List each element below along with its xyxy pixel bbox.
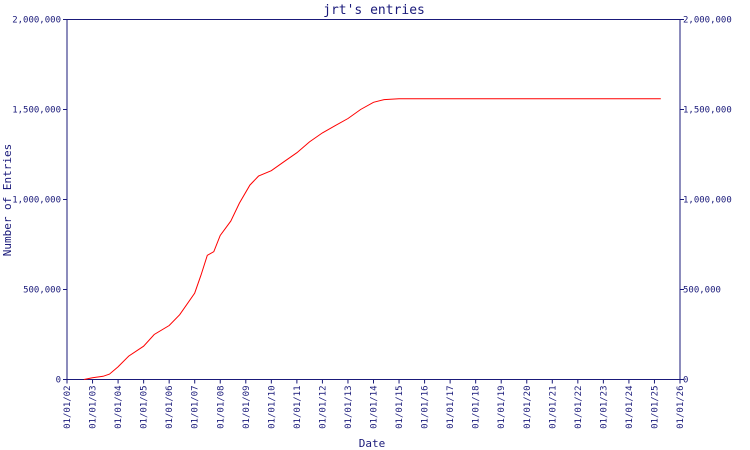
plot-area-frame [66, 19, 681, 380]
y-tick-label-right: 0 [683, 376, 688, 386]
x-tick-label: 01/01/23 [599, 386, 609, 429]
x-tick-label: 01/01/04 [114, 386, 124, 429]
x-tick-label: 01/01/17 [446, 386, 456, 429]
y-tick-label: 0 [56, 376, 61, 386]
x-tick-label: 01/01/10 [267, 386, 277, 429]
y-tick-label: 1,000,000 [12, 196, 61, 206]
x-tick-label: 01/01/03 [89, 386, 99, 429]
x-tick-label: 01/01/08 [216, 386, 226, 429]
y-tick-label-right: 500,000 [683, 286, 721, 296]
y-tick-label: 2,000,000 [12, 16, 61, 26]
x-tick-label: 01/01/13 [344, 386, 354, 429]
x-tick-label: 01/01/25 [650, 386, 660, 429]
x-tick-label: 01/01/14 [370, 386, 380, 429]
y-tick-label: 500,000 [23, 286, 61, 296]
x-tick-label: 01/01/15 [395, 386, 405, 429]
x-tick-label: 01/01/11 [293, 386, 303, 429]
x-tick-label: 01/01/26 [676, 386, 686, 429]
x-axis: 01/01/02 01/01/03 01/01/04 01/01/05 01/01/06… [63, 379, 686, 429]
y-tick-label-right: 1,500,000 [683, 106, 732, 116]
series-line [83, 98, 661, 380]
x-tick-label: 01/01/07 [191, 386, 201, 429]
x-tick-label: 01/01/09 [242, 386, 252, 429]
y-axis-right: 0 500,000 1,000,000 1,500,000 2,000,000 [680, 16, 732, 386]
y-tick-label: 1,500,000 [12, 106, 61, 116]
x-tick-label: 01/01/22 [574, 386, 584, 429]
x-tick-label: 01/01/24 [625, 386, 635, 429]
x-tick-label: 01/01/05 [140, 386, 150, 429]
x-tick-label: 01/01/20 [523, 386, 533, 429]
x-axis-label: Date [359, 437, 386, 450]
x-tick-label: 01/01/16 [421, 386, 431, 429]
y-tick-label-right: 2,000,000 [683, 16, 732, 26]
x-tick-label: 01/01/19 [497, 386, 507, 429]
x-tick-label: 01/01/12 [318, 386, 328, 429]
y-axis-left: 0 500,000 1,000,000 1,500,000 2,000,000 [12, 16, 67, 386]
x-tick-label: 01/01/21 [548, 386, 558, 429]
y-axis-label: Number of Entries [1, 144, 14, 257]
x-tick-label: 01/01/06 [165, 386, 175, 429]
y-tick-label-right: 1,000,000 [683, 196, 732, 206]
chart-title: jrt's entries [323, 3, 425, 18]
x-tick-label: 01/01/02 [63, 386, 73, 429]
x-tick-label: 01/01/18 [472, 386, 482, 429]
